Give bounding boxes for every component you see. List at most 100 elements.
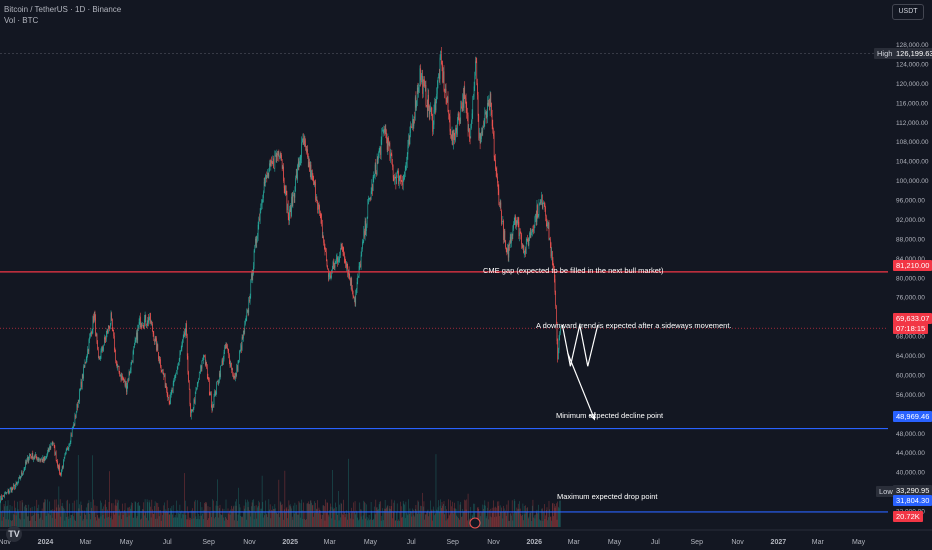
- candle-body: [465, 96, 466, 99]
- candle-body: [116, 360, 117, 363]
- volume-bar: [548, 517, 549, 527]
- candle-body: [519, 232, 521, 234]
- candle-body: [333, 262, 334, 266]
- volume-bar: [43, 502, 44, 527]
- minimum-decline-note[interactable]: Minimum expected decline point: [556, 411, 664, 420]
- time-axis[interactable]: Nov 2024 Mar May Jul Sep Nov 2025 Mar May Jul Sep No…: [0, 529, 932, 550]
- volume-bar: [67, 516, 69, 527]
- candle-body: [234, 375, 236, 379]
- candle-body: [412, 119, 414, 126]
- volume-bar: [454, 502, 455, 527]
- candle-body: [522, 245, 524, 248]
- symbol-title[interactable]: Bitcoin / TetherUS · 1D · Binance: [4, 5, 122, 14]
- volume-bar: [368, 514, 370, 527]
- volume-bar: [434, 515, 435, 527]
- candle-body: [142, 325, 143, 327]
- candle-body: [430, 108, 431, 112]
- volume-bar: [307, 503, 308, 527]
- candle-body: [261, 202, 263, 205]
- candle-body: [207, 377, 209, 378]
- candle-body: [20, 477, 22, 479]
- volume-bar: [534, 518, 536, 527]
- candle-body: [97, 349, 99, 358]
- volume-tag: 20.72K: [893, 511, 923, 522]
- candle-body: [300, 157, 302, 161]
- downtrend-note[interactable]: A downward trend is expected after a sid…: [536, 321, 732, 330]
- candle-body: [383, 129, 385, 131]
- candle-body: [538, 204, 540, 216]
- cme-gap-note[interactable]: CME gap (expected to be filled in the ne…: [483, 266, 664, 275]
- candle-body: [289, 207, 291, 210]
- volume-bar: [79, 504, 80, 527]
- volume-bar: [398, 519, 399, 527]
- volume-bar: [347, 519, 349, 527]
- volume-bar: [24, 506, 26, 527]
- volume-bar: [517, 503, 519, 527]
- volume-bar: [237, 520, 238, 527]
- candle-body: [279, 156, 280, 157]
- candle-body: [131, 361, 133, 363]
- volume-legend[interactable]: Vol · BTC: [4, 16, 39, 25]
- candle-body: [168, 396, 169, 399]
- volume-bar: [387, 505, 389, 527]
- volume-bar: [162, 515, 163, 527]
- maximum-drop-note[interactable]: Maximum expected drop point: [557, 492, 658, 501]
- candle-body: [267, 172, 268, 178]
- candle-body: [535, 214, 536, 217]
- candle-body: [81, 381, 82, 388]
- volume-bar: [301, 510, 303, 527]
- candle-body: [323, 236, 324, 243]
- volume-bar: [326, 502, 328, 527]
- candle-body: [119, 372, 120, 377]
- candle-body: [301, 142, 302, 158]
- volume-bar: [182, 514, 183, 527]
- candle-body: [532, 228, 534, 230]
- candle-body: [343, 251, 344, 254]
- volume-bar: [282, 512, 284, 527]
- volume-bar: [154, 506, 155, 527]
- candle-body: [341, 243, 342, 246]
- volume-bar: [360, 509, 361, 527]
- volume-bar: [243, 511, 244, 527]
- volume-bar: [226, 518, 227, 527]
- volume-bar: [174, 515, 176, 527]
- candle-body: [49, 446, 51, 449]
- candle-body: [55, 452, 57, 461]
- y-tick-label: 56,000.00: [896, 392, 925, 399]
- candle-body: [184, 332, 185, 336]
- candle-body: [162, 369, 163, 372]
- volume-bar: [178, 513, 180, 527]
- volume-bar: [166, 510, 167, 527]
- x-tick-label: May: [120, 539, 134, 546]
- volume-bar: [223, 517, 224, 527]
- time-axis-background: [0, 530, 932, 550]
- volume-bar: [345, 513, 347, 527]
- candle-body: [479, 132, 480, 139]
- volume-bar: [151, 499, 153, 527]
- tradingview-logo-icon[interactable]: TV: [6, 526, 22, 542]
- candle-body: [78, 400, 80, 402]
- candle-body: [485, 112, 487, 119]
- volume-bar: [297, 514, 299, 527]
- low-price-tag: 33,290.95: [893, 485, 932, 496]
- volume-bar: [184, 473, 185, 527]
- volume-bar: [346, 514, 348, 527]
- volume-bar: [241, 516, 242, 527]
- volume-bar: [37, 513, 39, 527]
- volume-bar: [126, 512, 127, 527]
- volume-bar: [287, 509, 289, 527]
- candle-body: [262, 197, 264, 203]
- volume-bar: [335, 502, 336, 527]
- volume-bar: [506, 504, 508, 527]
- candle-body: [124, 380, 126, 386]
- volume-bar: [54, 499, 56, 527]
- candle-body: [109, 326, 110, 328]
- volume-bar: [136, 518, 137, 527]
- currency-selector[interactable]: USDT: [892, 4, 924, 20]
- volume-bar: [541, 508, 542, 527]
- candle-body: [375, 164, 377, 173]
- volume-bar: [502, 518, 504, 527]
- volume-bar: [414, 508, 416, 527]
- price-axis[interactable]: 128,000.00124,000.00120,000.00116,000.00…: [888, 0, 932, 550]
